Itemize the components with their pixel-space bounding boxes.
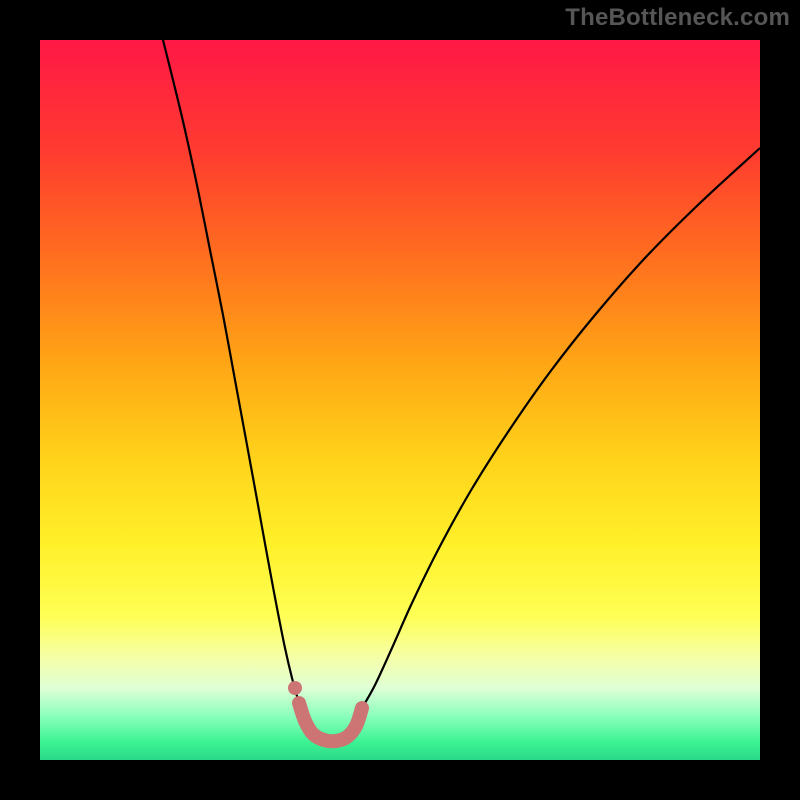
bottleneck-curve-svg xyxy=(40,40,760,760)
detached-marker-dot xyxy=(288,681,302,695)
watermark-text: TheBottleneck.com xyxy=(565,4,790,32)
chart-root: TheBottleneck.com xyxy=(0,0,800,800)
plot-area xyxy=(40,40,760,760)
gradient-background xyxy=(40,40,760,760)
